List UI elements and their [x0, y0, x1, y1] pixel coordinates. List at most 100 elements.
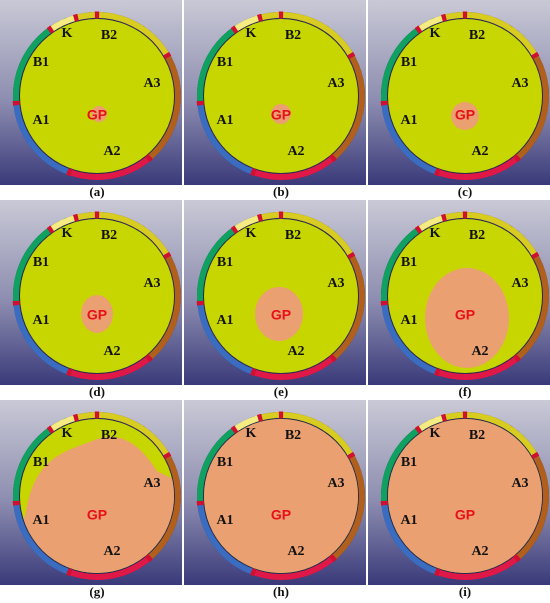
- panel: K B2 B1 A3 A1 A2 GP (a): [0, 0, 182, 199]
- region-label: K: [62, 26, 73, 41]
- ring-marker: [230, 225, 239, 234]
- region-label: A3: [327, 76, 344, 91]
- ring-marker: [257, 413, 263, 422]
- region-label: B1: [33, 55, 49, 70]
- panel: K B2 B1 A3 A1 A2 GP (e): [184, 200, 366, 399]
- region-label: A2: [287, 544, 304, 559]
- ring-marker: [531, 451, 540, 460]
- ring-segment: [197, 302, 255, 375]
- region-label: K: [246, 26, 257, 41]
- region-label: B2: [285, 428, 301, 443]
- region-label: A1: [32, 313, 49, 328]
- region-label: B2: [101, 428, 117, 443]
- region-label: A1: [400, 113, 417, 128]
- ring-segment: [436, 155, 519, 180]
- ring-segment: [515, 54, 549, 161]
- gp-region: [451, 102, 479, 130]
- disc: [204, 19, 358, 173]
- ring-marker: [73, 213, 79, 222]
- ring-marker: [163, 451, 172, 460]
- gp-label: GP: [271, 107, 291, 123]
- region-label: B1: [217, 255, 233, 270]
- region-label: K: [246, 426, 257, 441]
- disc: [20, 19, 174, 173]
- region-label: A1: [400, 513, 417, 528]
- ring-marker: [250, 568, 257, 577]
- ring-marker: [441, 413, 447, 422]
- gp-region: [20, 436, 174, 573]
- region-label: A1: [216, 513, 233, 528]
- ring-marker: [329, 554, 337, 563]
- ring-segment: [13, 27, 53, 104]
- gp-region: [81, 295, 113, 333]
- ring-segment: [331, 54, 365, 161]
- gp-label: GP: [455, 107, 475, 123]
- region-label: B2: [285, 228, 301, 243]
- ring-marker: [163, 51, 172, 60]
- ring-segment: [68, 555, 151, 580]
- panel: K B2 B1 A3 A1 A2 GP (g): [0, 400, 182, 599]
- panel: K B2 B1 A3 A1 A2 GP (i): [368, 400, 550, 599]
- ring-segment: [75, 412, 170, 458]
- ring-segment: [13, 302, 71, 375]
- ring-marker: [257, 213, 263, 222]
- ring-marker: [66, 168, 73, 177]
- gp-region: [425, 268, 509, 368]
- ring-segment: [13, 102, 71, 175]
- ring-segment: [147, 454, 181, 561]
- ring-marker: [250, 168, 257, 177]
- ring-segment: [197, 102, 255, 175]
- gp-region: [255, 287, 303, 341]
- region-label: A2: [103, 144, 120, 159]
- gp-label: GP: [455, 307, 475, 323]
- ring-marker: [145, 554, 153, 563]
- ring-segment: [381, 227, 421, 304]
- region-label: K: [62, 226, 73, 241]
- ring-segment: [68, 355, 151, 380]
- ring-segment: [381, 302, 439, 375]
- ring-segment: [259, 412, 354, 458]
- region-label: A2: [103, 544, 120, 559]
- panel-caption: (d): [89, 384, 105, 399]
- gp-label: GP: [87, 107, 107, 123]
- ring-marker: [329, 354, 337, 363]
- region-label: B2: [285, 28, 301, 43]
- ring-segment: [436, 555, 519, 580]
- region-label: A1: [32, 113, 49, 128]
- region-label: A3: [511, 276, 528, 291]
- ring-marker: [513, 154, 521, 163]
- ring-segment: [197, 227, 237, 304]
- region-label: A3: [143, 276, 160, 291]
- ring-marker: [434, 168, 441, 177]
- region-label: A3: [327, 276, 344, 291]
- ring-marker: [347, 51, 356, 60]
- ring-marker: [73, 413, 79, 422]
- panel-caption: (i): [459, 584, 471, 599]
- panel-caption: (a): [89, 184, 104, 199]
- region-label: A2: [471, 144, 488, 159]
- ring-marker: [441, 213, 447, 222]
- ring-segment: [515, 454, 549, 561]
- region-label: B1: [401, 255, 417, 270]
- ring-segment: [197, 27, 237, 104]
- ring-segment: [75, 12, 170, 58]
- ring-marker: [434, 368, 441, 377]
- ring-segment: [197, 502, 255, 575]
- region-label: A3: [327, 476, 344, 491]
- panel-caption: (f): [459, 384, 472, 399]
- ring-segment: [443, 212, 538, 258]
- ring-segment: [381, 27, 421, 104]
- region-label: B1: [33, 255, 49, 270]
- ring-marker: [66, 568, 73, 577]
- region-label: A2: [471, 344, 488, 359]
- gp-label: GP: [455, 507, 475, 523]
- ring-segment: [331, 454, 365, 561]
- ring-marker: [257, 13, 263, 22]
- ring-segment: [75, 212, 170, 258]
- region-label: B1: [217, 455, 233, 470]
- ring-segment: [443, 12, 538, 58]
- ring-marker: [145, 354, 153, 363]
- ring-marker: [66, 368, 73, 377]
- panel-caption: (c): [458, 184, 472, 199]
